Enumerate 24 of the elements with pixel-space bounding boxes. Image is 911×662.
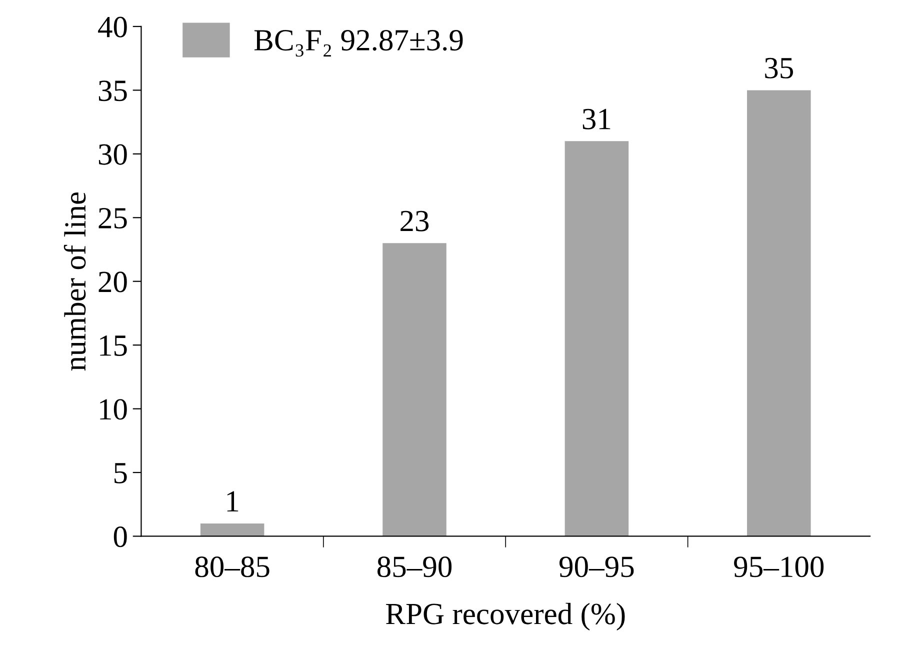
x-tick-label: 90–95: [559, 556, 634, 578]
bar: [564, 141, 629, 536]
y-tick-label: 5: [114, 463, 127, 484]
y-tick-label: 40: [98, 16, 127, 38]
x-axis-title: RPG recovered (%): [386, 602, 625, 631]
x-tick-label: 85–90: [377, 556, 452, 578]
y-tick-label: 0: [114, 526, 127, 548]
data-label: 1: [227, 491, 238, 512]
x-tick-label: 95–100: [734, 556, 824, 578]
bar: [382, 243, 446, 536]
legend-label: BC₃F₂ 92.87±3.9: [254, 30, 463, 57]
data-label: 35: [765, 58, 793, 78]
y-tick-label: 30: [98, 144, 127, 165]
bar: [747, 90, 811, 536]
y-tick-label: 25: [98, 208, 127, 229]
x-tick-label: 80–85: [195, 556, 270, 578]
bar: [200, 523, 264, 536]
data-label: 31: [582, 108, 610, 130]
y-tick-label: 35: [98, 80, 127, 102]
y-axis-title: number of line: [64, 192, 86, 371]
data-label: 23: [400, 210, 429, 232]
y-tick-label: 15: [100, 335, 127, 356]
y-tick-label: 10: [100, 399, 127, 420]
y-tick-label: 20: [98, 272, 127, 292]
